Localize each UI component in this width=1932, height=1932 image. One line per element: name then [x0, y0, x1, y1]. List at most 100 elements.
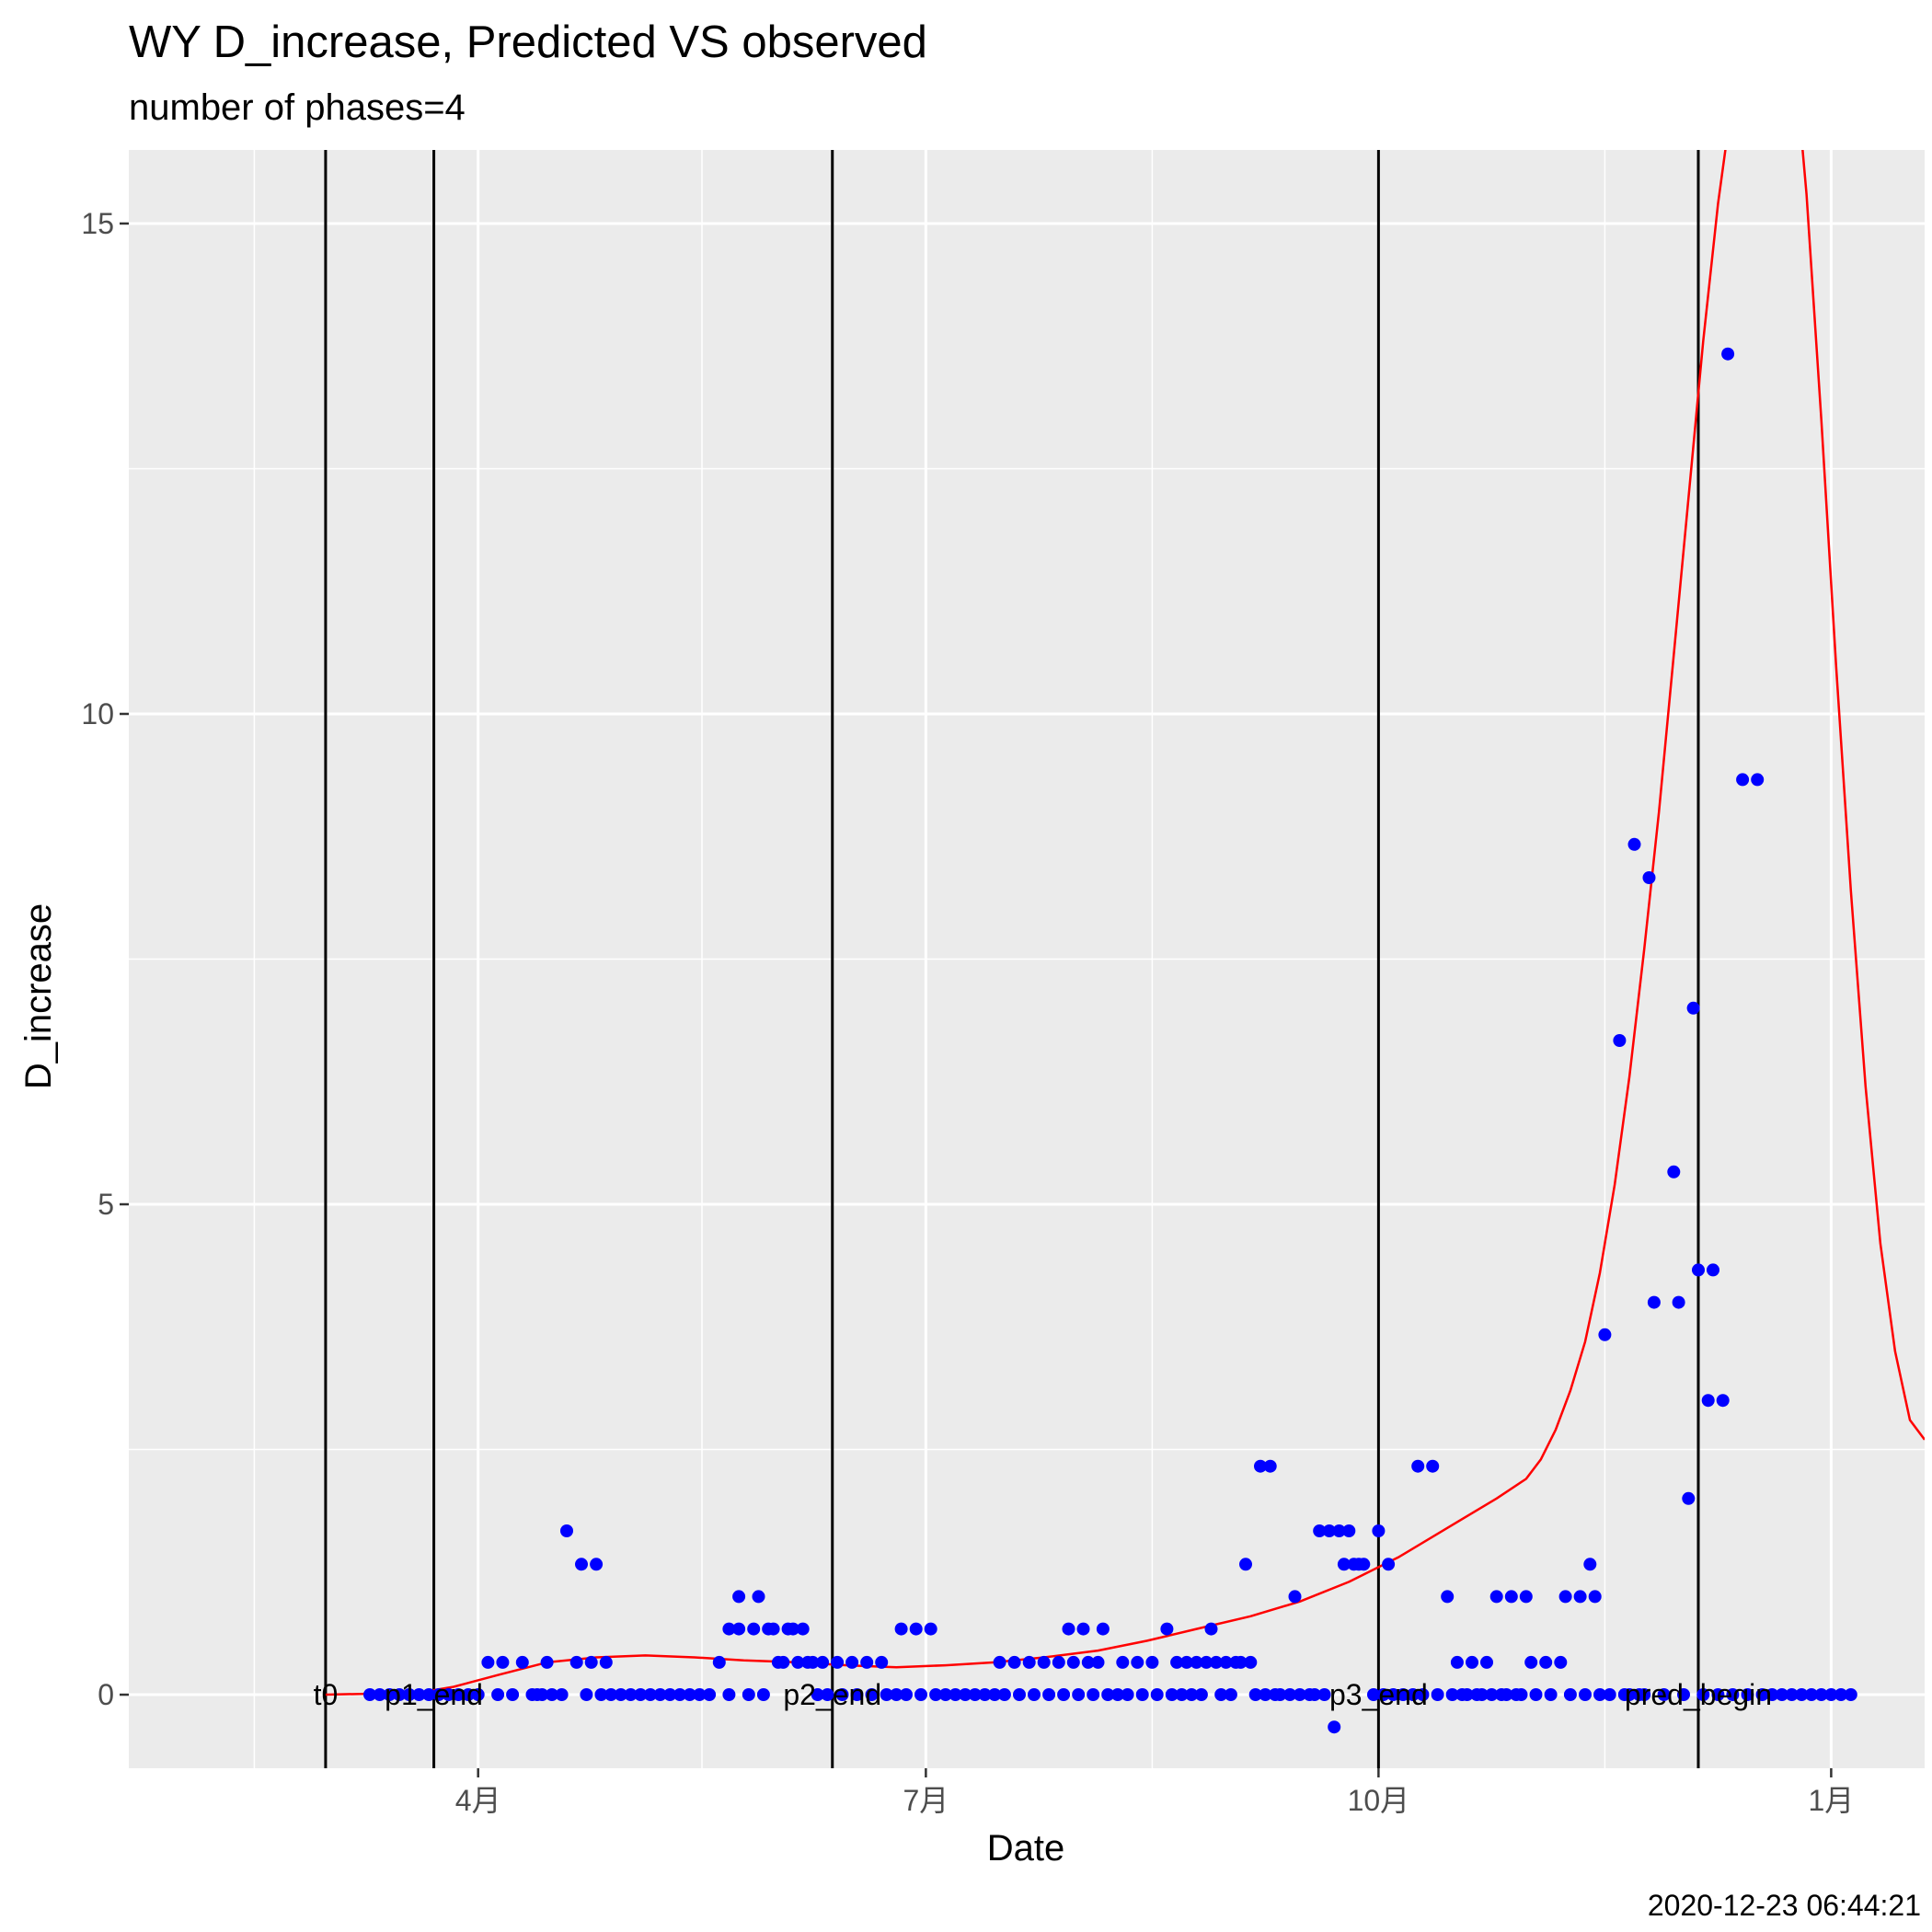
observed-point: [1529, 1688, 1543, 1701]
observed-point: [1214, 1688, 1228, 1701]
observed-point: [634, 1688, 648, 1701]
observed-point: [1372, 1524, 1386, 1537]
observed-point: [875, 1655, 889, 1669]
observed-point: [1721, 347, 1735, 361]
observed-point: [1013, 1688, 1026, 1701]
observed-point: [1087, 1688, 1100, 1701]
observed-point: [1342, 1524, 1356, 1537]
observed-point: [1647, 1295, 1661, 1309]
observed-point: [1677, 1688, 1690, 1701]
observed-point: [1524, 1655, 1538, 1669]
observed-point: [924, 1622, 937, 1636]
observed-point: [471, 1688, 485, 1701]
observed-point: [540, 1655, 554, 1669]
observed-point: [722, 1622, 736, 1636]
observed-point: [1795, 1688, 1809, 1701]
observed-point: [1293, 1688, 1306, 1701]
observed-point: [1716, 1394, 1730, 1408]
observed-point: [1322, 1524, 1336, 1537]
observed-point: [703, 1688, 717, 1701]
observed-point: [821, 1688, 834, 1701]
observed-point: [422, 1688, 436, 1701]
observed-point: [1332, 1524, 1346, 1537]
observed-point: [890, 1688, 903, 1701]
observed-point: [1283, 1688, 1297, 1701]
observed-point: [1696, 1688, 1710, 1701]
observed-point: [756, 1688, 770, 1701]
observed-point: [1165, 1688, 1179, 1701]
observed-point: [968, 1688, 982, 1701]
observed-point: [1445, 1688, 1459, 1701]
observed-point: [452, 1688, 466, 1701]
observed-point: [796, 1622, 810, 1636]
observed-point: [1317, 1688, 1331, 1701]
observed-point: [496, 1655, 510, 1669]
observed-point: [1022, 1655, 1036, 1669]
observed-point: [880, 1688, 893, 1701]
observed-point: [1593, 1688, 1606, 1701]
observed-point: [1273, 1688, 1287, 1701]
observed-point: [1406, 1688, 1420, 1701]
phase-line-label: t0: [314, 1678, 339, 1711]
observed-point: [949, 1688, 962, 1701]
observed-point: [1224, 1688, 1237, 1701]
observed-point: [515, 1655, 529, 1669]
observed-point: [988, 1688, 1002, 1701]
y-tick-label: 5: [98, 1188, 114, 1221]
observed-point: [575, 1558, 588, 1571]
observed-point: [811, 1688, 824, 1701]
observed-point: [624, 1688, 638, 1701]
observed-point: [491, 1688, 505, 1701]
observed-point: [816, 1655, 830, 1669]
x-tick-label: 7月: [903, 1784, 949, 1817]
observed-point: [683, 1688, 696, 1701]
observed-point: [894, 1622, 908, 1636]
observed-point: [1397, 1688, 1410, 1701]
observed-point: [1175, 1688, 1189, 1701]
observed-point: [462, 1688, 475, 1701]
observed-point: [791, 1655, 805, 1669]
observed-point: [1081, 1655, 1095, 1669]
observed-point: [393, 1688, 407, 1701]
observed-point: [1500, 1688, 1513, 1701]
observed-point: [1190, 1655, 1203, 1669]
observed-point: [1185, 1688, 1199, 1701]
observed-point: [938, 1688, 952, 1701]
observed-point: [1382, 1558, 1396, 1571]
observed-point: [1775, 1688, 1788, 1701]
observed-point: [1563, 1688, 1577, 1701]
observed-point: [1682, 1491, 1696, 1505]
observed-point: [1824, 1688, 1838, 1701]
observed-point: [1785, 1688, 1799, 1701]
observed-point: [1042, 1688, 1056, 1701]
observed-point: [1367, 1688, 1380, 1701]
observed-point: [959, 1688, 972, 1701]
observed-point: [1337, 1558, 1351, 1571]
minor-gridlines: [129, 150, 1925, 1768]
observed-point: [1096, 1622, 1110, 1636]
x-tick-label: 1月: [1808, 1784, 1854, 1817]
observed-point: [535, 1688, 549, 1701]
phase-line-label: p2_end: [783, 1678, 881, 1711]
observed-point: [555, 1688, 569, 1701]
observed-point: [1755, 1688, 1769, 1701]
observed-point: [1726, 1688, 1740, 1701]
observed-point: [742, 1688, 755, 1701]
observed-point: [506, 1688, 520, 1701]
observed-point: [1116, 1655, 1130, 1669]
observed-point: [978, 1688, 992, 1701]
observed-point: [1288, 1590, 1302, 1604]
observed-point: [1475, 1688, 1489, 1701]
observed-point: [1751, 773, 1765, 787]
observed-point: [1313, 1524, 1327, 1537]
observed-point: [752, 1590, 765, 1604]
observed-point: [580, 1688, 593, 1701]
observed-point: [1642, 871, 1656, 884]
x-axis-title: Date: [987, 1828, 1065, 1869]
observed-point: [1062, 1622, 1075, 1636]
observed-point: [1814, 1688, 1828, 1701]
observed-point: [1066, 1655, 1080, 1669]
observed-point: [1179, 1655, 1193, 1669]
observed-point: [545, 1688, 558, 1701]
